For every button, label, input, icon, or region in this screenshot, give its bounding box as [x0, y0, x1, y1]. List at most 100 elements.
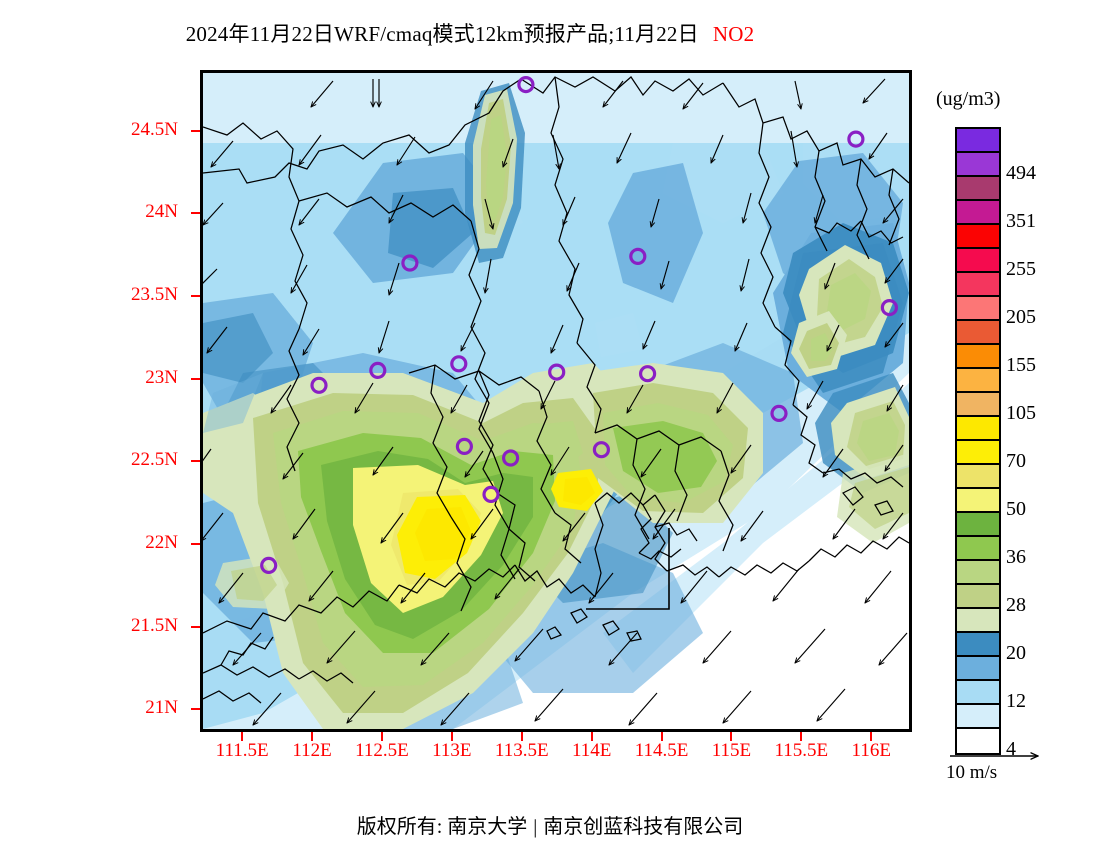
station-marker-icon[interactable] [369, 361, 387, 379]
colorbar-tick-label: 20 [1006, 642, 1026, 664]
colorbar-band [957, 561, 999, 585]
page-title: 2024年11月22日WRF/cmaq模式12km预报产品;11月22日 NO2 [0, 18, 940, 48]
colorbar-band [957, 417, 999, 441]
colorbar-band [957, 441, 999, 465]
colorbar-tick-label: 36 [1006, 546, 1026, 568]
station-marker-icon[interactable] [592, 441, 610, 459]
colorbar-band [957, 633, 999, 657]
map-plot-area[interactable] [200, 70, 912, 732]
colorbar-tick-label: 12 [1006, 690, 1026, 712]
y-axis-tick-label: 22.5N [131, 449, 178, 471]
y-axis-tick-label: 24.5N [131, 118, 178, 140]
station-marker-icon[interactable] [629, 247, 647, 265]
colorbar-unit-label: (ug/m3) [936, 88, 1001, 110]
x-axis-tick-label: 113E [432, 740, 472, 761]
y-axis-tick-label: 21N [145, 697, 178, 719]
administrative-boundaries-layer [203, 76, 909, 704]
x-axis-tick-label: 115E [711, 740, 752, 761]
colorbar-tick-label: 4 [1006, 738, 1016, 760]
colorbar-band [957, 225, 999, 249]
y-axis-tick-mark [191, 377, 200, 380]
x-axis-tick-mark [730, 732, 733, 741]
station-marker-icon[interactable] [517, 76, 535, 94]
x-axis-tick-mark [590, 732, 593, 741]
colorbar-band [957, 129, 999, 153]
y-axis-tick-mark [191, 542, 200, 545]
colorbar-band [957, 489, 999, 513]
x-axis-tick-label: 116E [851, 740, 891, 761]
colorbar-band [957, 369, 999, 393]
colorbar-tick-label: 351 [1006, 210, 1036, 232]
colorbar-tick-label: 205 [1006, 306, 1036, 328]
y-axis-tick-label: 23.5N [131, 284, 178, 306]
y-axis-tick-mark [191, 708, 200, 711]
colorbar-band [957, 609, 999, 633]
footer-copyright-text: 版权所有: 南京大学 [356, 816, 528, 838]
y-axis-tick-label: 23N [145, 366, 178, 388]
monitoring-station-markers[interactable] [260, 76, 899, 574]
station-marker-icon[interactable] [455, 437, 473, 455]
y-axis-tick-label: 24N [145, 201, 178, 223]
station-marker-icon[interactable] [482, 485, 500, 503]
station-marker-icon[interactable] [260, 556, 278, 574]
x-axis-tick-label: 111.5E [215, 740, 269, 761]
station-marker-icon[interactable] [548, 363, 566, 381]
x-axis-tick-mark [380, 732, 383, 741]
station-marker-icon[interactable] [401, 254, 419, 272]
x-axis-tick-label: 112.5E [355, 740, 409, 761]
station-marker-icon[interactable] [847, 130, 865, 148]
y-axis-tick-label: 21.5N [131, 614, 178, 636]
colorbar-band [957, 513, 999, 537]
colorbar-band [957, 705, 999, 729]
x-axis-tick-mark [870, 732, 873, 741]
colorbar-band [957, 393, 999, 417]
colorbar-band [957, 177, 999, 201]
x-axis-tick-mark [241, 732, 244, 741]
colorbar-band [957, 201, 999, 225]
concentration-map-canvas [203, 73, 909, 729]
y-axis-tick-mark [191, 625, 200, 628]
colorbar-band [957, 657, 999, 681]
x-axis-tick-label: 115.5E [774, 740, 829, 761]
x-axis-tick-mark [311, 732, 314, 741]
colorbar-tick-label: 105 [1006, 402, 1036, 424]
colorbar-band [957, 321, 999, 345]
y-axis-tick-mark [191, 295, 200, 298]
station-marker-icon[interactable] [502, 449, 520, 467]
colorbar-band [957, 249, 999, 273]
station-marker-icon[interactable] [770, 404, 788, 422]
footer-company-text: 南京创蓝科技有限公司 [543, 816, 744, 838]
colorbar-band [957, 729, 999, 753]
footer-divider: | [533, 816, 538, 838]
colorbar-band [957, 273, 999, 297]
x-axis-tick-mark [520, 732, 523, 741]
colorbar-tick-label: 28 [1006, 594, 1026, 616]
colorbar-tick-label: 494 [1006, 162, 1036, 184]
x-axis-tick-label: 114E [571, 740, 612, 761]
title-main-text: 2024年11月22日WRF/cmaq模式12km预报产品;11月22日 [185, 22, 699, 46]
x-axis-tick-label: 114.5E [634, 740, 689, 761]
wind-scale-arrow [946, 745, 1086, 767]
y-axis-tick-mark [191, 129, 200, 132]
station-marker-icon[interactable] [450, 355, 468, 373]
station-marker-icon[interactable] [639, 365, 657, 383]
x-axis-tick-label: 112E [292, 740, 332, 761]
colorbar-band [957, 345, 999, 369]
colorbar[interactable] [955, 127, 1001, 755]
station-marker-icon[interactable] [310, 376, 328, 394]
x-axis-tick-mark [800, 732, 803, 741]
x-axis-tick-label: 113.5E [494, 740, 549, 761]
wind-vector-field [203, 78, 908, 725]
station-marker-icon[interactable] [880, 299, 899, 317]
x-axis-tick-mark [660, 732, 663, 741]
colorbar-band [957, 153, 999, 177]
colorbar-band [957, 585, 999, 609]
y-axis-tick-mark [191, 212, 200, 215]
colorbar-tick-label: 155 [1006, 354, 1036, 376]
footer-copyright: 版权所有: 南京大学 | 南京创蓝科技有限公司 [0, 810, 1100, 839]
x-axis-tick-mark [450, 732, 453, 741]
colorbar-band [957, 297, 999, 321]
y-axis-tick-mark [191, 460, 200, 463]
colorbar-tick-label: 50 [1006, 498, 1026, 520]
colorbar-tick-label: 70 [1006, 450, 1026, 472]
